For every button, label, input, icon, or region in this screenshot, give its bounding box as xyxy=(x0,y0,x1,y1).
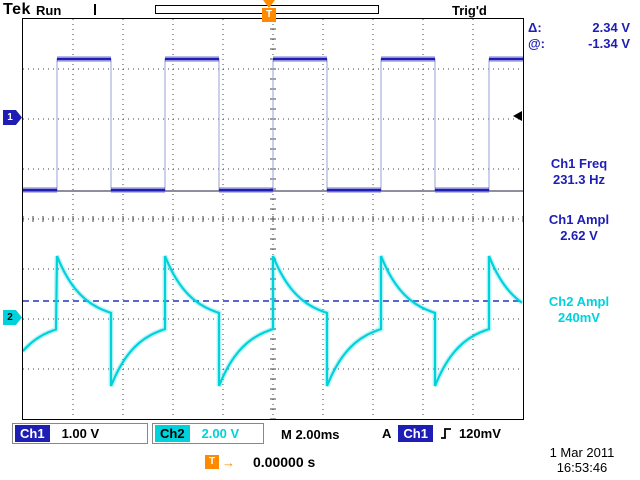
measurement-ch1-ampl: Ch1 Ampl 2.62 V xyxy=(522,212,636,244)
cursor-delta-row: Δ: 2.34 V xyxy=(524,20,634,36)
trigger-mode: A xyxy=(382,426,392,441)
graticule xyxy=(22,18,524,420)
measurement-value: 2.62 V xyxy=(560,228,598,243)
ch1-ground-marker: 1 xyxy=(3,110,22,125)
date-value: 1 Mar 2011 xyxy=(549,445,615,460)
trigger-source-chip: Ch1 xyxy=(398,425,433,442)
measurement-value: 231.3 Hz xyxy=(552,172,606,187)
rising-edge-icon xyxy=(440,428,451,439)
cursor-readout: Δ: 2.34 V @: -1.34 V xyxy=(524,20,634,52)
acquisition-status: Run xyxy=(36,3,62,18)
measurement-label: Ch1 Ampl xyxy=(548,212,610,227)
measurement-ch2-ampl: Ch2 Ampl 240mV xyxy=(522,294,636,326)
timebase-readout: M 2.00ms xyxy=(281,427,340,442)
delta-label: Δ: xyxy=(528,20,542,35)
measurement-label: Ch2 Ampl xyxy=(548,294,610,309)
cursor-at-row: @: -1.34 V xyxy=(524,36,634,52)
at-label: @: xyxy=(528,36,546,51)
datetime-readout: 1 Mar 2011 16:53:46 xyxy=(528,445,636,475)
ch1-scale-box: Ch1 1.00 V xyxy=(12,423,148,444)
trigger-t-chip: T xyxy=(205,455,219,469)
tek-logo: Tek xyxy=(3,1,31,18)
delta-value: 2.34 V xyxy=(592,20,630,35)
trigger-status: Trig'd xyxy=(452,3,487,18)
at-value: -1.34 V xyxy=(588,36,630,51)
time-value: 16:53:46 xyxy=(556,460,608,475)
record-start-tick xyxy=(94,4,96,15)
trigger-position-arrow-icon xyxy=(263,0,275,8)
measurement-value: 240mV xyxy=(558,310,600,325)
ch2-scale-box: Ch2 2.00 V xyxy=(152,423,264,444)
ch1-volts-per-div: 1.00 V xyxy=(61,426,100,441)
waveform-display xyxy=(23,19,523,419)
ch2-volts-per-div: 2.00 V xyxy=(201,426,240,441)
ch2-ground-marker: 2 xyxy=(3,310,22,325)
horizontal-position-value: 0.00000 s xyxy=(253,454,316,470)
ch1-channel-chip: Ch1 xyxy=(15,425,50,442)
measurement-ch1-freq: Ch1 Freq 231.3 Hz xyxy=(522,156,636,188)
measurement-label: Ch1 Freq xyxy=(550,156,608,171)
right-arrow-icon: → xyxy=(222,454,235,470)
trigger-readout: A Ch1 120mV xyxy=(382,423,501,444)
trigger-level-readout: 120mV xyxy=(458,426,501,441)
ch2-channel-chip: Ch2 xyxy=(155,425,190,442)
horizontal-position-readout: T → 0.00000 s xyxy=(205,454,315,470)
trigger-level-arrow-icon xyxy=(513,111,522,121)
trigger-position-marker: T xyxy=(262,8,276,22)
